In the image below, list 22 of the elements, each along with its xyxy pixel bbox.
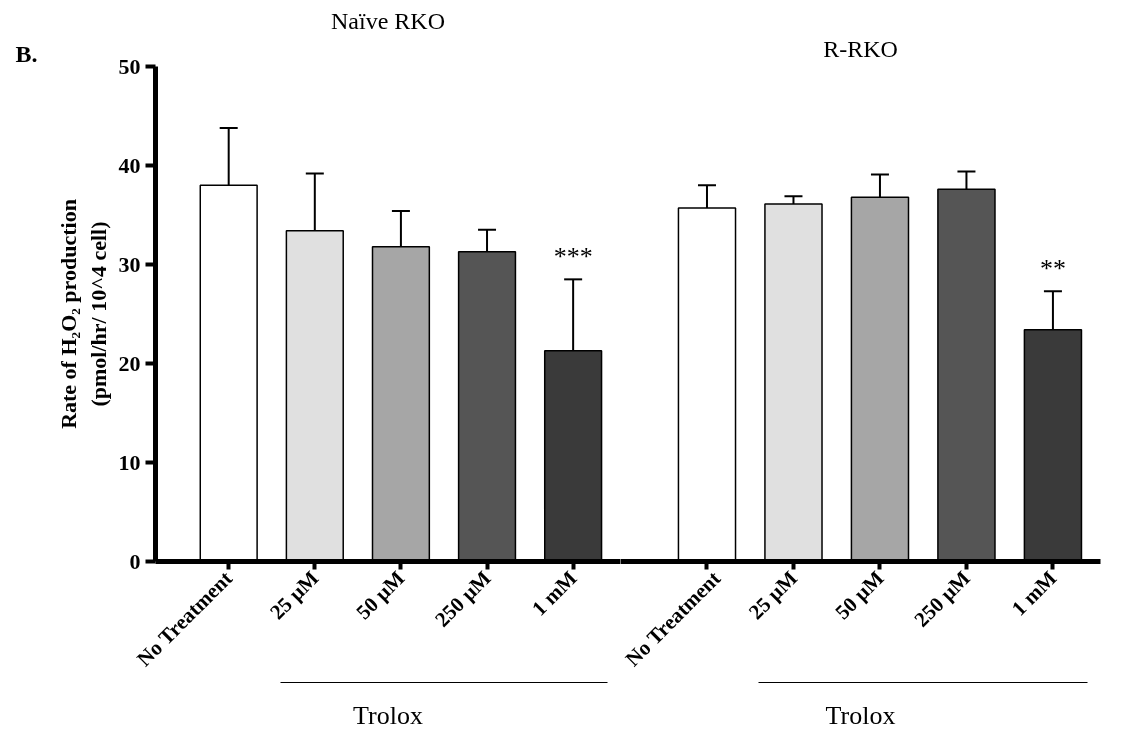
x-tick-label: 1 mM [1006,565,1062,621]
y-tick-label: 50 [118,53,141,79]
y-axis-title: Rate of H₂O₂ production (pmol/hr/ 10^4 cell) [55,199,111,429]
annotation: ** [1039,254,1066,284]
chart-title: R-RKO [823,35,898,62]
x-tick-label: 1 mM [527,565,582,621]
y-tick-label: 30 [118,251,141,277]
x-tick-label: 250 µM [429,565,496,632]
y-tick-label: 0 [129,548,141,574]
text: Trolox [825,700,896,730]
y-tick-label: 40 [118,152,141,178]
x-tick-label: 50 µM [830,565,889,625]
annotation: *** [553,242,593,272]
y-tick-label: 20 [118,350,141,376]
chart-title: Naïve RKO [331,7,445,34]
x-tick-label: 25 µM [265,565,324,625]
y-tick-label: 10 [118,449,141,475]
x-tick-label: 50 µM [351,565,410,625]
x-tick-label: 250 µM [909,565,976,632]
text: Trolox [353,700,423,730]
text: B. [15,40,38,67]
x-tick-label: 25 µM [743,565,803,625]
